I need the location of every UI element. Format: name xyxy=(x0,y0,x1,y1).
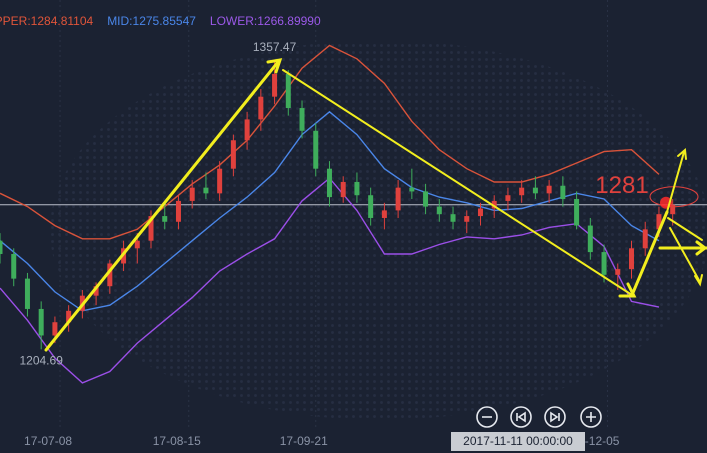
candle-body xyxy=(436,206,442,215)
candle-body xyxy=(601,252,607,275)
candle-body xyxy=(217,168,223,194)
zoom-in-button[interactable] xyxy=(580,406,602,428)
candle-body xyxy=(93,286,99,296)
rewind-button[interactable] xyxy=(510,406,532,428)
legend-entry: MID:1275.85547 xyxy=(107,14,196,28)
tooltip: 2017-11-11 00:00:00 xyxy=(463,434,573,448)
candle-body xyxy=(615,269,621,275)
candle-body xyxy=(230,140,236,169)
candle-body xyxy=(38,308,44,336)
candle-body xyxy=(203,187,209,194)
candle-body xyxy=(532,187,538,194)
candle-body xyxy=(134,240,140,249)
candle-body xyxy=(175,200,181,222)
candle-body xyxy=(66,310,72,323)
candle-body xyxy=(326,168,332,198)
candle-body xyxy=(381,210,387,218)
candle-body xyxy=(450,214,456,222)
candle-body xyxy=(560,185,566,200)
candle-body xyxy=(285,73,291,109)
candle-body xyxy=(11,253,17,279)
candle-body xyxy=(505,195,511,201)
x-tick-label: 17-07-08 xyxy=(24,434,72,448)
candle-body xyxy=(272,73,278,97)
candle-body xyxy=(546,185,552,194)
price-annotation: 1357.47 xyxy=(253,40,297,54)
candle-body xyxy=(368,195,374,218)
candle-body xyxy=(409,187,415,192)
candle-body xyxy=(189,187,195,201)
candle-body xyxy=(395,187,401,211)
candle-body xyxy=(656,214,662,230)
candle-body xyxy=(299,108,305,131)
trend-arrows xyxy=(44,58,707,352)
legend-entry: LOWER:1266.89990 xyxy=(210,14,321,28)
candle-body xyxy=(354,181,360,196)
candle-body xyxy=(148,216,154,241)
candle-body xyxy=(464,216,470,222)
candle-body xyxy=(0,240,3,254)
candle-body xyxy=(642,229,648,249)
tooltip-box xyxy=(451,432,585,451)
candle-body xyxy=(107,263,113,287)
x-tick-label: 17-08-15 xyxy=(153,434,201,448)
forward-button[interactable] xyxy=(544,406,566,428)
candle-body xyxy=(258,96,264,120)
candle-body xyxy=(162,216,168,222)
price-label: 1281 xyxy=(595,172,648,199)
candle-body xyxy=(491,200,497,209)
candle-body xyxy=(519,187,525,196)
world-map xyxy=(50,40,707,420)
candle-body xyxy=(244,119,250,141)
candle-body xyxy=(313,130,319,169)
candle-body xyxy=(423,191,429,207)
candle-body xyxy=(52,322,58,336)
candle-body xyxy=(574,199,580,226)
candle-body xyxy=(24,278,30,309)
band-line xyxy=(0,44,660,240)
x-tick-label: 17-09-21 xyxy=(280,434,328,448)
legend-entry: UPPER:1284.81104 xyxy=(0,14,94,28)
candle-body xyxy=(670,204,676,215)
candle-body xyxy=(587,225,593,253)
price-annotation: 1204.69 xyxy=(19,354,63,368)
candle-body xyxy=(477,208,483,217)
candle-body xyxy=(628,248,634,270)
zoom-out-button[interactable] xyxy=(476,406,498,428)
candle-body xyxy=(340,181,346,198)
